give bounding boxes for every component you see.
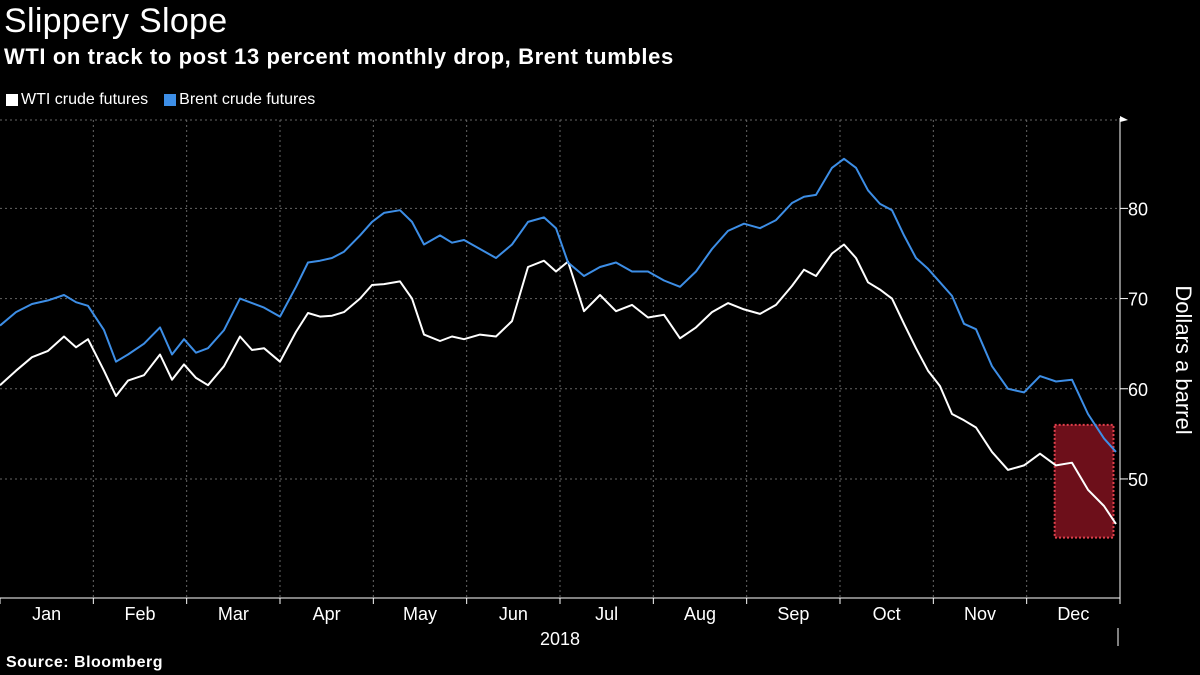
- legend-label-brent: Brent crude futures: [179, 91, 316, 108]
- y-axis-label: Dollars a barrel: [1171, 285, 1196, 434]
- x-tick-label-nov: Nov: [964, 604, 996, 624]
- legend-item-brent: Brent crude futures: [164, 91, 315, 109]
- legend: WTI crude futures Brent crude futures: [6, 91, 315, 109]
- y-tick-label-70: 70: [1128, 290, 1148, 310]
- axes: 50 60 70 80 Jan Feb Mar Apr May Jun Jul Aug Sep Oct No…: [0, 116, 1148, 649]
- legend-swatch-brent: [164, 94, 177, 106]
- x-tick-label-jul: Jul: [595, 604, 618, 624]
- y-axis-arrow: [1120, 116, 1128, 122]
- chart-subtitle: WTI on track to post 13 percent monthly …: [4, 44, 674, 69]
- x-tick-label-feb: Feb: [124, 604, 155, 624]
- y-tick-label-80: 80: [1128, 199, 1148, 219]
- x-tick-label-oct: Oct: [873, 604, 901, 624]
- y-tick-label-50: 50: [1128, 470, 1148, 490]
- legend-swatch-wti: [6, 94, 18, 106]
- x-year-label: 2018: [540, 629, 580, 649]
- x-tick-label-jun: Jun: [499, 604, 528, 624]
- series-lines: [0, 157, 1117, 525]
- x-tick-label-dec: Dec: [1057, 604, 1089, 624]
- line-wti: [0, 243, 1117, 525]
- chart-title: Slippery Slope: [4, 2, 228, 40]
- line-brent: [0, 157, 1117, 453]
- x-tick-label-aug: Aug: [684, 604, 716, 624]
- x-tick-label-jan: Jan: [32, 604, 61, 624]
- y-tick-label-60: 60: [1128, 380, 1148, 400]
- legend-label-wti: WTI crude futures: [21, 91, 149, 108]
- x-tick-label-mar: Mar: [218, 604, 249, 624]
- x-tick-label-may: May: [403, 604, 437, 624]
- source-note: Source: Bloomberg: [6, 654, 163, 671]
- legend-item-wti: WTI crude futures: [6, 91, 148, 109]
- x-tick-label-sep: Sep: [777, 604, 809, 624]
- x-tick-label-apr: Apr: [313, 604, 341, 624]
- gridlines: [0, 119, 1120, 598]
